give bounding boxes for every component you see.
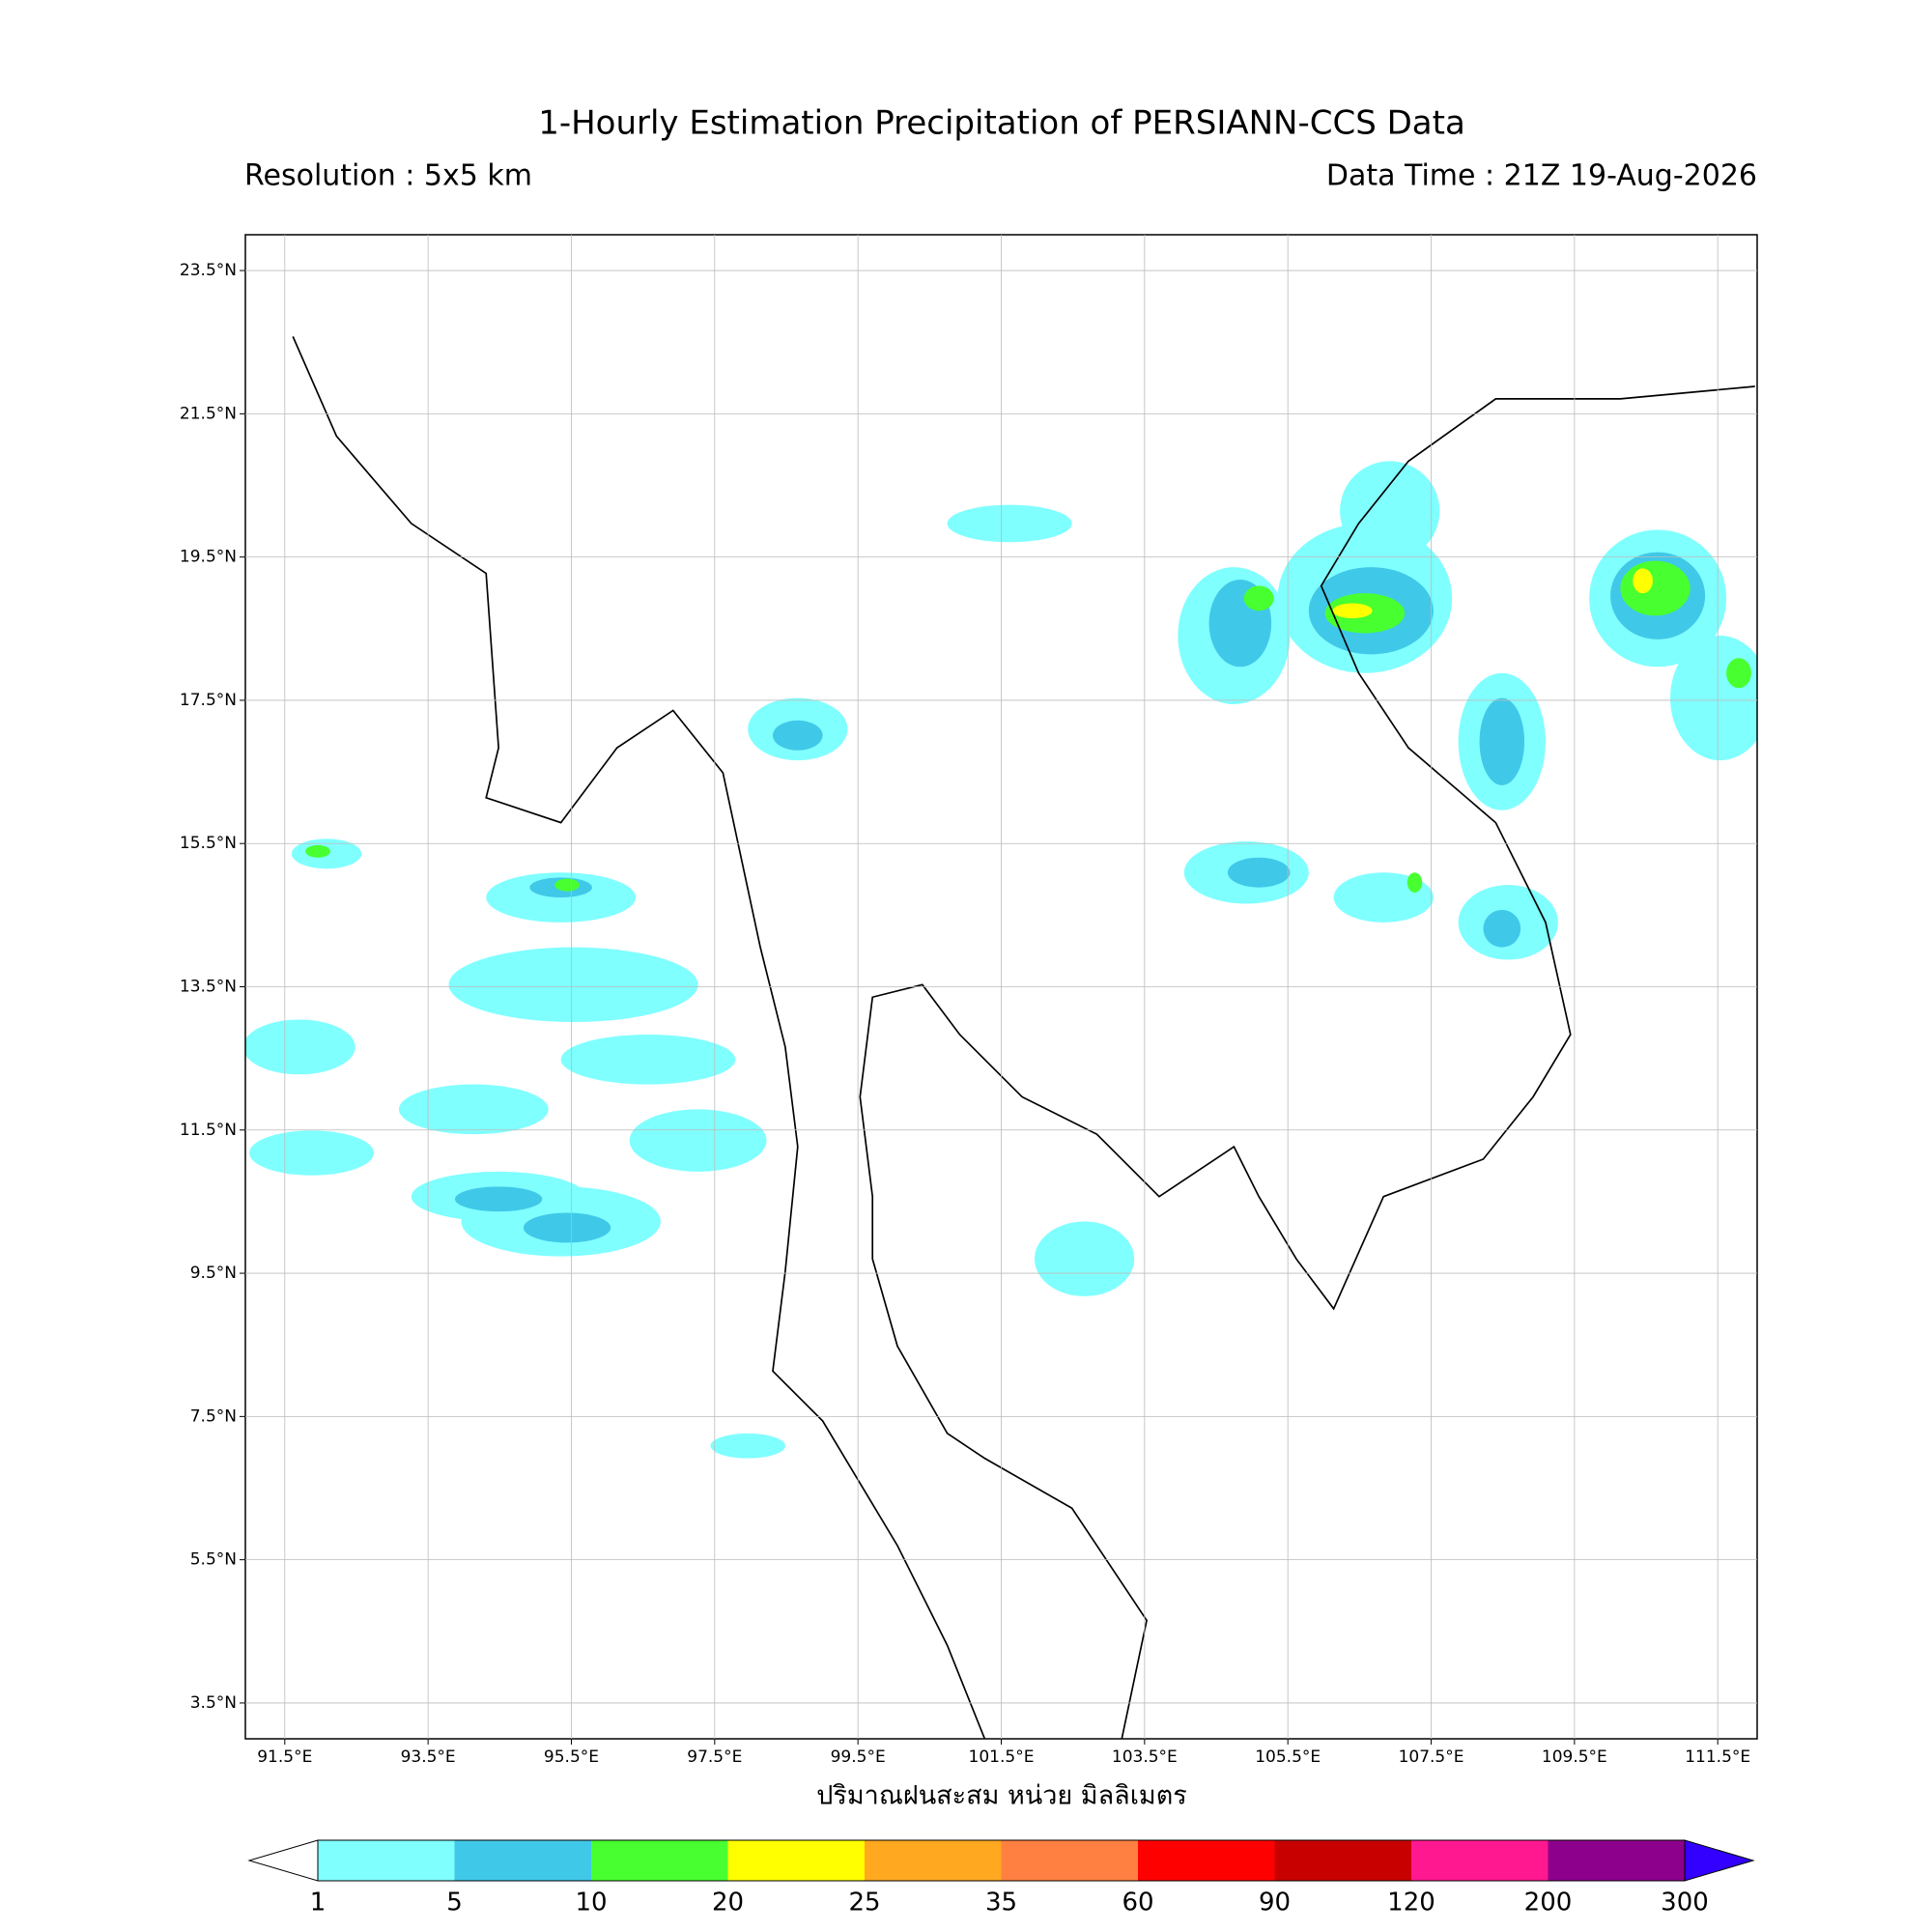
colorbar-bin <box>865 1840 1002 1881</box>
colorbar-bin <box>1411 1840 1548 1881</box>
colorbar-label: 10 <box>575 1889 607 1918</box>
y-tick-label: 17.5°N <box>180 691 237 710</box>
y-tick-label: 19.5°N <box>180 548 237 567</box>
colorbar-frame <box>317 1839 1686 1882</box>
x-tick-label: 99.5°E <box>831 1747 886 1767</box>
colorbar-label: 200 <box>1524 1889 1573 1918</box>
colorbar-bin <box>1274 1840 1411 1881</box>
resolution: Resolution : 5x5 km <box>244 159 532 193</box>
coastline <box>292 336 1755 1739</box>
colorbar-bin <box>1001 1840 1138 1881</box>
x-tick-label: 91.5°E <box>257 1747 312 1767</box>
colorbar-label: 120 <box>1387 1889 1435 1918</box>
x-tick-label: 103.5°E <box>1112 1747 1178 1767</box>
y-tick-label: 13.5°N <box>180 978 237 997</box>
x-tick-label: 107.5°E <box>1399 1747 1464 1767</box>
colorbar-bin <box>454 1840 591 1881</box>
y-tick-label: 15.5°N <box>180 834 237 853</box>
y-tick-label: 11.5°N <box>180 1121 237 1140</box>
colorbar-label: 20 <box>712 1889 744 1918</box>
y-tick-label: 21.5°N <box>180 404 237 423</box>
x-tick-label: 101.5°E <box>969 1747 1035 1767</box>
y-tick-label: 7.5°N <box>190 1406 237 1426</box>
colorbar-label: 300 <box>1661 1889 1709 1918</box>
colorbar-bin <box>1138 1840 1275 1881</box>
colorbar-under <box>247 1839 319 1882</box>
colorbar-over <box>1684 1839 1755 1882</box>
colorbar-label: 25 <box>848 1889 880 1918</box>
y-tick-label: 5.5°N <box>190 1550 237 1570</box>
title: 1-Hourly Estimation Precipitation of PER… <box>538 104 1465 143</box>
x-tick-label: 95.5°E <box>544 1747 599 1767</box>
x-tick-label: 109.5°E <box>1542 1747 1607 1767</box>
colorbar-label: 60 <box>1122 1889 1153 1918</box>
x-tick-label: 93.5°E <box>401 1747 456 1767</box>
y-tick-label: 23.5°N <box>180 261 237 280</box>
colorbar-label: 1 <box>310 1889 327 1918</box>
x-tick-label: 105.5°E <box>1255 1747 1321 1767</box>
colorbar-label: 90 <box>1259 1889 1291 1918</box>
y-tick-label: 3.5°N <box>190 1693 237 1713</box>
map-layer <box>245 336 1757 1739</box>
colorbar-bin <box>1548 1840 1685 1881</box>
x-tick-label: 111.5°E <box>1685 1747 1750 1767</box>
y-tick-label: 9.5°N <box>190 1264 237 1283</box>
x-axis-label: ปริมาณฝนสะสม หน่วย มิลลิเมตร <box>816 1781 1187 1811</box>
x-tick-label: 97.5°E <box>687 1747 742 1767</box>
colorbar-label: 5 <box>446 1889 463 1918</box>
colorbar-label: 35 <box>985 1889 1017 1918</box>
colorbar-bin <box>591 1840 728 1881</box>
precipitation <box>245 461 1757 1459</box>
data-time: Data Time : 21Z 19-Aug-2026 <box>1326 159 1757 193</box>
colorbar-bin <box>727 1840 865 1881</box>
colorbar-bin <box>318 1840 455 1881</box>
